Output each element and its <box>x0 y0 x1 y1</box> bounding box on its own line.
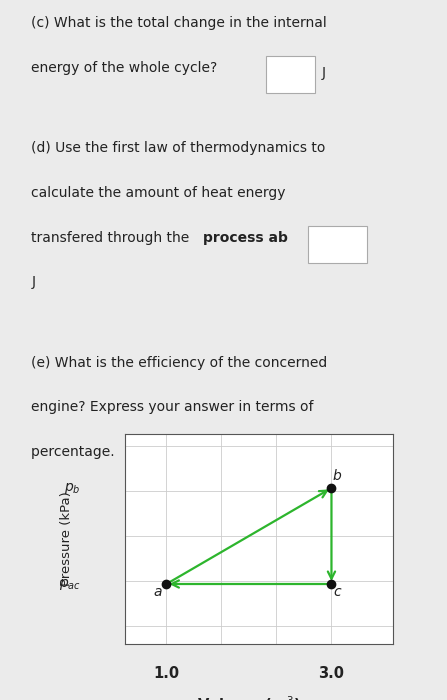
Text: b: b <box>332 468 341 482</box>
Text: J: J <box>322 66 326 80</box>
Text: c: c <box>333 585 341 599</box>
Text: Pressure (kPa): Pressure (kPa) <box>59 491 73 587</box>
Text: 3.0: 3.0 <box>318 666 345 680</box>
Text: engine? Express your answer in terms of: engine? Express your answer in terms of <box>31 400 314 414</box>
Text: $e$: $e$ <box>161 445 171 459</box>
Text: =: = <box>179 445 195 459</box>
Text: .: . <box>306 230 311 244</box>
Text: (c) What is the total change in the internal: (c) What is the total change in the inte… <box>31 16 327 30</box>
FancyBboxPatch shape <box>308 225 367 263</box>
Text: %: % <box>268 450 281 464</box>
Text: $p_b$: $p_b$ <box>64 480 80 496</box>
Text: process ab: process ab <box>203 230 288 244</box>
Text: (e) What is the efficiency of the concerned: (e) What is the efficiency of the concer… <box>31 356 328 370</box>
Text: calculate the amount of heat energy: calculate the amount of heat energy <box>31 186 286 200</box>
Text: transfered through the: transfered through the <box>31 230 194 244</box>
Text: $p_{ac}$: $p_{ac}$ <box>59 577 80 592</box>
Text: energy of the whole cycle?: energy of the whole cycle? <box>31 61 218 75</box>
Text: a: a <box>154 585 162 599</box>
Text: J: J <box>31 275 35 289</box>
Text: Volume (m$^3$): Volume (m$^3$) <box>197 694 301 700</box>
Text: (d) Use the first law of thermodynamics to: (d) Use the first law of thermodynamics … <box>31 141 326 155</box>
FancyBboxPatch shape <box>266 56 315 93</box>
FancyBboxPatch shape <box>208 440 261 477</box>
Text: 1.0: 1.0 <box>153 666 180 680</box>
Text: percentage.: percentage. <box>31 445 119 459</box>
